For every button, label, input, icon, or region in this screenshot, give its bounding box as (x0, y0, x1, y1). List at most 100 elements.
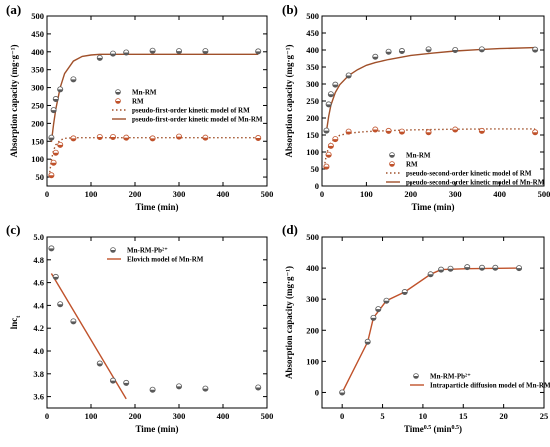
y-tick-label: 450 (31, 29, 44, 39)
data-point-fill (328, 145, 334, 149)
y-tick-label: 300 (306, 79, 319, 89)
x-tick-label: 500 (261, 189, 274, 199)
data-point-fill (323, 166, 330, 170)
data-point (452, 47, 459, 54)
panel-d: (d) 0 5 10 15 20 25 0 100 200 300 400 500 Time0.5 (mi… (282, 222, 550, 434)
panel-label: (b) (282, 2, 298, 17)
data-point (202, 134, 209, 141)
data-point (110, 133, 117, 140)
data-point-fill (57, 304, 63, 307)
data-point (70, 318, 77, 325)
x-tick-label: 0 (320, 189, 324, 199)
legend-entry: Mn-RM-Pb²⁺ (430, 373, 471, 381)
data-point-fill (51, 110, 57, 113)
y-tick-label: 3.8 (33, 369, 44, 379)
x-axis-label-end: ) (459, 424, 462, 434)
data-point (325, 101, 332, 108)
y-axis-label-sub: t (16, 316, 22, 318)
y-tick-label: 0 (315, 181, 319, 191)
series-line-3 (325, 46, 536, 132)
plot-frame (46, 236, 268, 409)
data-point-fill (70, 321, 76, 324)
y-tick-label: 4.2 (33, 323, 44, 333)
y-tick-label: 400 (306, 263, 319, 273)
legend-entry: pseudo-second-order kinetic model of Mn-… (406, 179, 545, 187)
data-point (339, 389, 346, 396)
data-point-fill (150, 389, 156, 393)
legend-marker-fill (115, 101, 121, 104)
legend-marker-fill (413, 376, 419, 379)
data-point (57, 301, 64, 308)
data-point (323, 163, 330, 170)
data-point (452, 126, 459, 133)
data-point (70, 135, 77, 142)
data-point-fill (70, 138, 76, 141)
data-point (255, 384, 262, 391)
legend-entry: Mn-RM (132, 89, 157, 97)
x-axis-label-unit-sup: 0.5 (452, 425, 460, 431)
x-tick-label: 10 (419, 411, 428, 421)
series-line-2 (48, 136, 259, 177)
legend-marker-fill (115, 92, 121, 95)
data-point (383, 297, 390, 304)
x-tick-label: 0 (45, 411, 49, 421)
data-point (516, 265, 523, 272)
data-point (50, 159, 57, 166)
data-point (323, 127, 330, 134)
data-point-fill (386, 51, 392, 55)
y-tick-label: 5.0 (33, 232, 44, 242)
x-tick-label: 300 (173, 189, 186, 199)
data-point (478, 127, 485, 134)
x-tick-label: 400 (217, 411, 230, 421)
x-tick-label: 200 (129, 189, 142, 199)
x-tick-label: 200 (129, 411, 142, 421)
data-point (479, 264, 486, 271)
data-point-fill (346, 131, 352, 135)
y-tick-label: 500 (306, 11, 319, 21)
data-point (48, 245, 55, 252)
x-tick-label: 400 (493, 189, 506, 199)
data-point-fill (399, 131, 405, 135)
x-tick-label: 25 (540, 411, 549, 421)
data-point (532, 129, 539, 136)
y-tick-label: 250 (31, 100, 44, 110)
data-point (255, 135, 262, 142)
data-point (110, 50, 117, 57)
data-point-fill (447, 268, 454, 272)
y-tick-label: 200 (306, 325, 319, 335)
y-tick-label: 4.4 (33, 300, 44, 310)
x-axis-label-unit: (min (431, 424, 451, 434)
data-point-fill (123, 382, 129, 386)
y-axis-label: Absorption capacity (mg·g⁻¹) (284, 266, 294, 379)
legend-entry: pseudo-second-order kinetic model of RM (406, 170, 532, 178)
data-point-fill (370, 317, 377, 321)
y-tick-label: 250 (306, 96, 319, 106)
data-point (325, 151, 332, 158)
data-point-fill (452, 129, 458, 133)
data-point (372, 126, 379, 133)
data-point-fill (53, 152, 59, 156)
data-point (202, 48, 209, 55)
data-point-fill (57, 144, 63, 148)
data-point (398, 48, 405, 55)
x-tick-label: 100 (85, 411, 98, 421)
y-tick-label: 0 (315, 387, 319, 397)
data-point (425, 129, 432, 136)
data-point-fill (110, 380, 116, 384)
data-point-fill (492, 267, 498, 271)
data-point (427, 271, 434, 278)
data-point-fill (328, 94, 334, 97)
data-point (57, 86, 64, 93)
y-tick-label: 150 (306, 130, 319, 140)
data-point (149, 386, 156, 393)
data-point-fill (176, 386, 182, 389)
data-point-fill (150, 50, 156, 54)
legend-entry: pseudo-first-order kinetic model of RM (132, 107, 250, 115)
y-tick-label: 4.8 (33, 255, 44, 265)
data-point (492, 264, 499, 271)
data-point-fill (452, 50, 458, 53)
data-point (370, 314, 377, 321)
data-point (327, 142, 334, 149)
y-tick-label: 100 (31, 154, 44, 164)
data-point (375, 306, 382, 313)
